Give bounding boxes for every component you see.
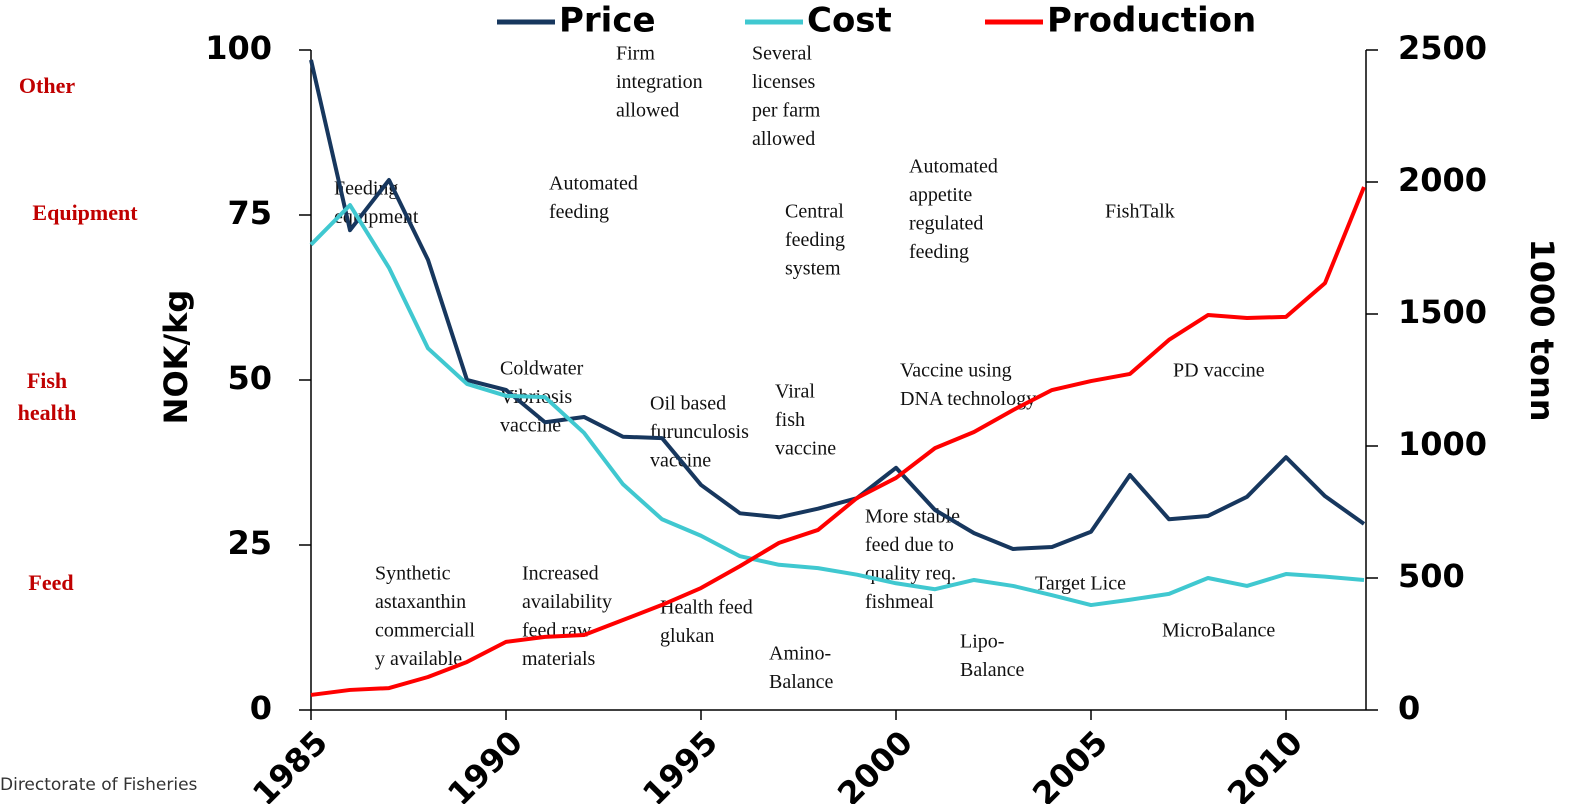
annotation: astaxanthin (375, 591, 466, 613)
annotation: feed due to (865, 534, 954, 556)
legend-label: Production (1047, 1, 1256, 41)
annotation: Central (785, 201, 844, 223)
annotation: quality req. (865, 563, 956, 585)
x-tick-label: 1995 (635, 723, 725, 804)
row-label: Other (19, 73, 75, 98)
y2-tick-label: 2500 (1398, 29, 1487, 67)
annotation: allowed (616, 100, 679, 122)
legend-label: Price (559, 1, 656, 41)
annotation: furunculosis (650, 421, 749, 443)
annotation: DNA technology (900, 388, 1036, 410)
legend-label: Cost (807, 1, 892, 41)
annotation: PD vaccine (1173, 360, 1265, 382)
x-tick-label: 2000 (830, 723, 920, 804)
annotation: Automated (549, 173, 638, 195)
annotation: feeding (785, 229, 845, 251)
annotation: Lipo- (960, 631, 1004, 653)
annotation: regulated (909, 213, 983, 235)
annotation: Firm (616, 43, 655, 65)
annotation: licenses (752, 71, 816, 93)
x-tick-label: 2005 (1025, 723, 1115, 804)
annotation: per farm (752, 100, 821, 122)
annotation: Target Lice (1035, 573, 1126, 595)
y2-tick-label: 500 (1398, 557, 1465, 595)
annotation: Balance (769, 671, 834, 693)
annotation: appetite (909, 184, 972, 206)
annotation: Several (752, 43, 812, 65)
x-tick-label: 2010 (1220, 723, 1310, 804)
annotation: allowed (752, 128, 815, 150)
x-tick-label: 1985 (245, 723, 335, 804)
series-line (309, 59, 1366, 551)
row-label: health (18, 400, 77, 425)
annotation: vaccine (500, 415, 561, 437)
row-label: Feed (28, 570, 73, 595)
annotation: Health feed (660, 597, 753, 619)
row-label: Equipment (32, 200, 138, 225)
annotation: fishmeal (865, 591, 934, 613)
annotation: Coldwater (500, 358, 584, 380)
annotation: Increased (522, 563, 599, 585)
annotation: Feeding (334, 178, 398, 200)
y2-axis-label: 1000 tonn (1523, 238, 1561, 421)
x-tick-label: 1990 (440, 723, 530, 804)
annotation: Amino- (769, 643, 831, 665)
source: Directorate of Fisheries (0, 775, 198, 795)
y2-tick-label: 1500 (1398, 293, 1487, 331)
y-axis-label: NOK/kg (157, 290, 195, 425)
annotation: integration (616, 71, 703, 93)
annotation: FishTalk (1105, 201, 1175, 223)
annotation: y available (375, 648, 462, 670)
y2-tick-label: 2000 (1398, 161, 1487, 199)
y-tick-label: 75 (227, 194, 272, 232)
annotation: Viral (775, 381, 815, 403)
annotation: Vaccine using (900, 360, 1012, 382)
annotation: fish (775, 409, 805, 431)
annotation: feeding (549, 201, 609, 223)
series-line (310, 186, 1366, 697)
annotation: system (785, 258, 841, 280)
series-line (309, 203, 1365, 608)
annotation: feeding (909, 241, 969, 263)
y-tick-label: 50 (227, 359, 272, 397)
y-tick-label: 100 (205, 29, 272, 67)
annotation: glukan (660, 625, 714, 647)
y2-tick-label: 1000 (1398, 425, 1487, 463)
annotation: Synthetic (375, 563, 451, 585)
annotation: MicroBalance (1162, 620, 1275, 642)
annotation: vaccine (775, 438, 836, 460)
annotation: Automated (909, 156, 998, 178)
y-tick-label: 25 (227, 524, 272, 562)
annotation: commerciall (375, 620, 475, 642)
annotation: Balance (960, 659, 1025, 681)
row-label: Fish (27, 368, 67, 393)
annotation: materials (522, 648, 596, 670)
y2-tick-label: 0 (1398, 689, 1420, 727)
annotation: availability (522, 591, 612, 613)
y-tick-label: 0 (250, 689, 272, 727)
annotation: Oil based (650, 393, 726, 415)
